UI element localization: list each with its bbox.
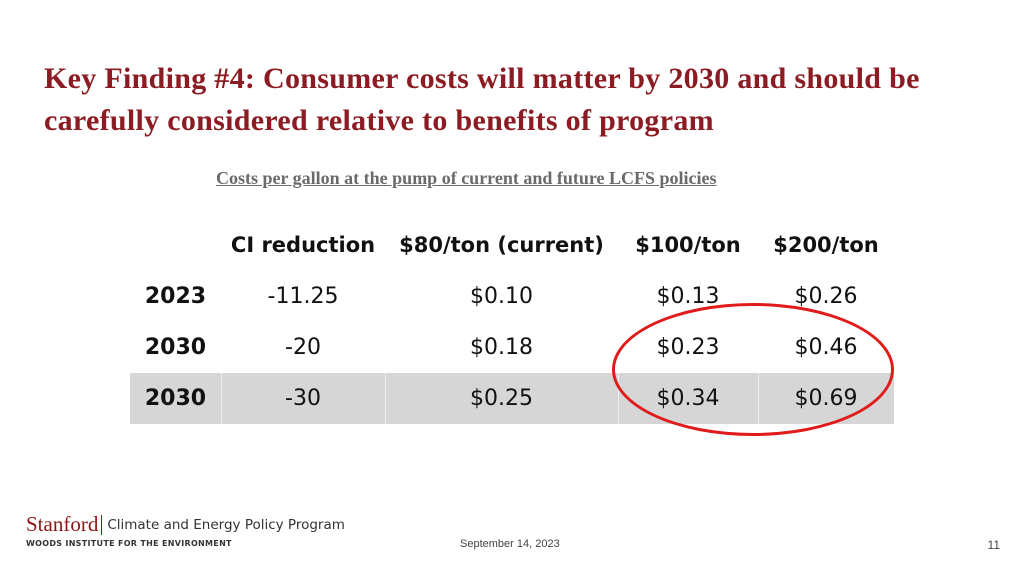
row-ci-reduction: -11.25 (267, 284, 339, 309)
table-header-row: CI reduction $80/ton (current) $100/ton … (130, 220, 894, 271)
row-cost-80: $0.25 (470, 386, 533, 411)
row-cost-80: $0.10 (470, 284, 533, 309)
column-divider (385, 373, 386, 424)
row-ci-reduction: -30 (285, 386, 321, 411)
column-divider (618, 373, 619, 424)
row-cost-100: $0.13 (656, 284, 720, 309)
header-cell-year (130, 220, 221, 271)
row-cost-80: $0.18 (470, 335, 533, 360)
slide-title: Key Finding #4: Consumer costs will matt… (44, 62, 920, 137)
stanford-woods-logo: Stanford Climate and Energy Policy Progra… (26, 512, 345, 548)
slide-date: September 14, 2023 (460, 538, 560, 550)
row-year: 2023 (144, 284, 207, 309)
row-year: 2030 (144, 386, 207, 411)
stanford-wordmark: Stanford (26, 512, 99, 536)
table-row: 2023 -11.25 $0.10 $0.13 $0.26 (130, 271, 894, 322)
logo-divider (101, 514, 103, 535)
institute-name: WOODS INSTITUTE FOR THE ENVIRONMENT (26, 539, 232, 548)
table-caption: Costs per gallon at the pump of current … (216, 168, 717, 188)
row-cost-200: $0.26 (794, 284, 858, 309)
header-cell-100-ton: $100/ton (635, 233, 741, 257)
page-number: 11 (987, 538, 1000, 552)
program-name: Climate and Energy Policy Program (107, 516, 345, 533)
column-divider (221, 373, 222, 424)
highlight-ellipse (612, 303, 894, 436)
header-cell-80-ton: $80/ton (current) (399, 233, 604, 257)
row-ci-reduction: -20 (285, 335, 321, 360)
header-cell-200-ton: $200/ton (773, 233, 879, 257)
row-year: 2030 (144, 335, 207, 360)
header-cell-ci-reduction: CI reduction (230, 233, 376, 257)
